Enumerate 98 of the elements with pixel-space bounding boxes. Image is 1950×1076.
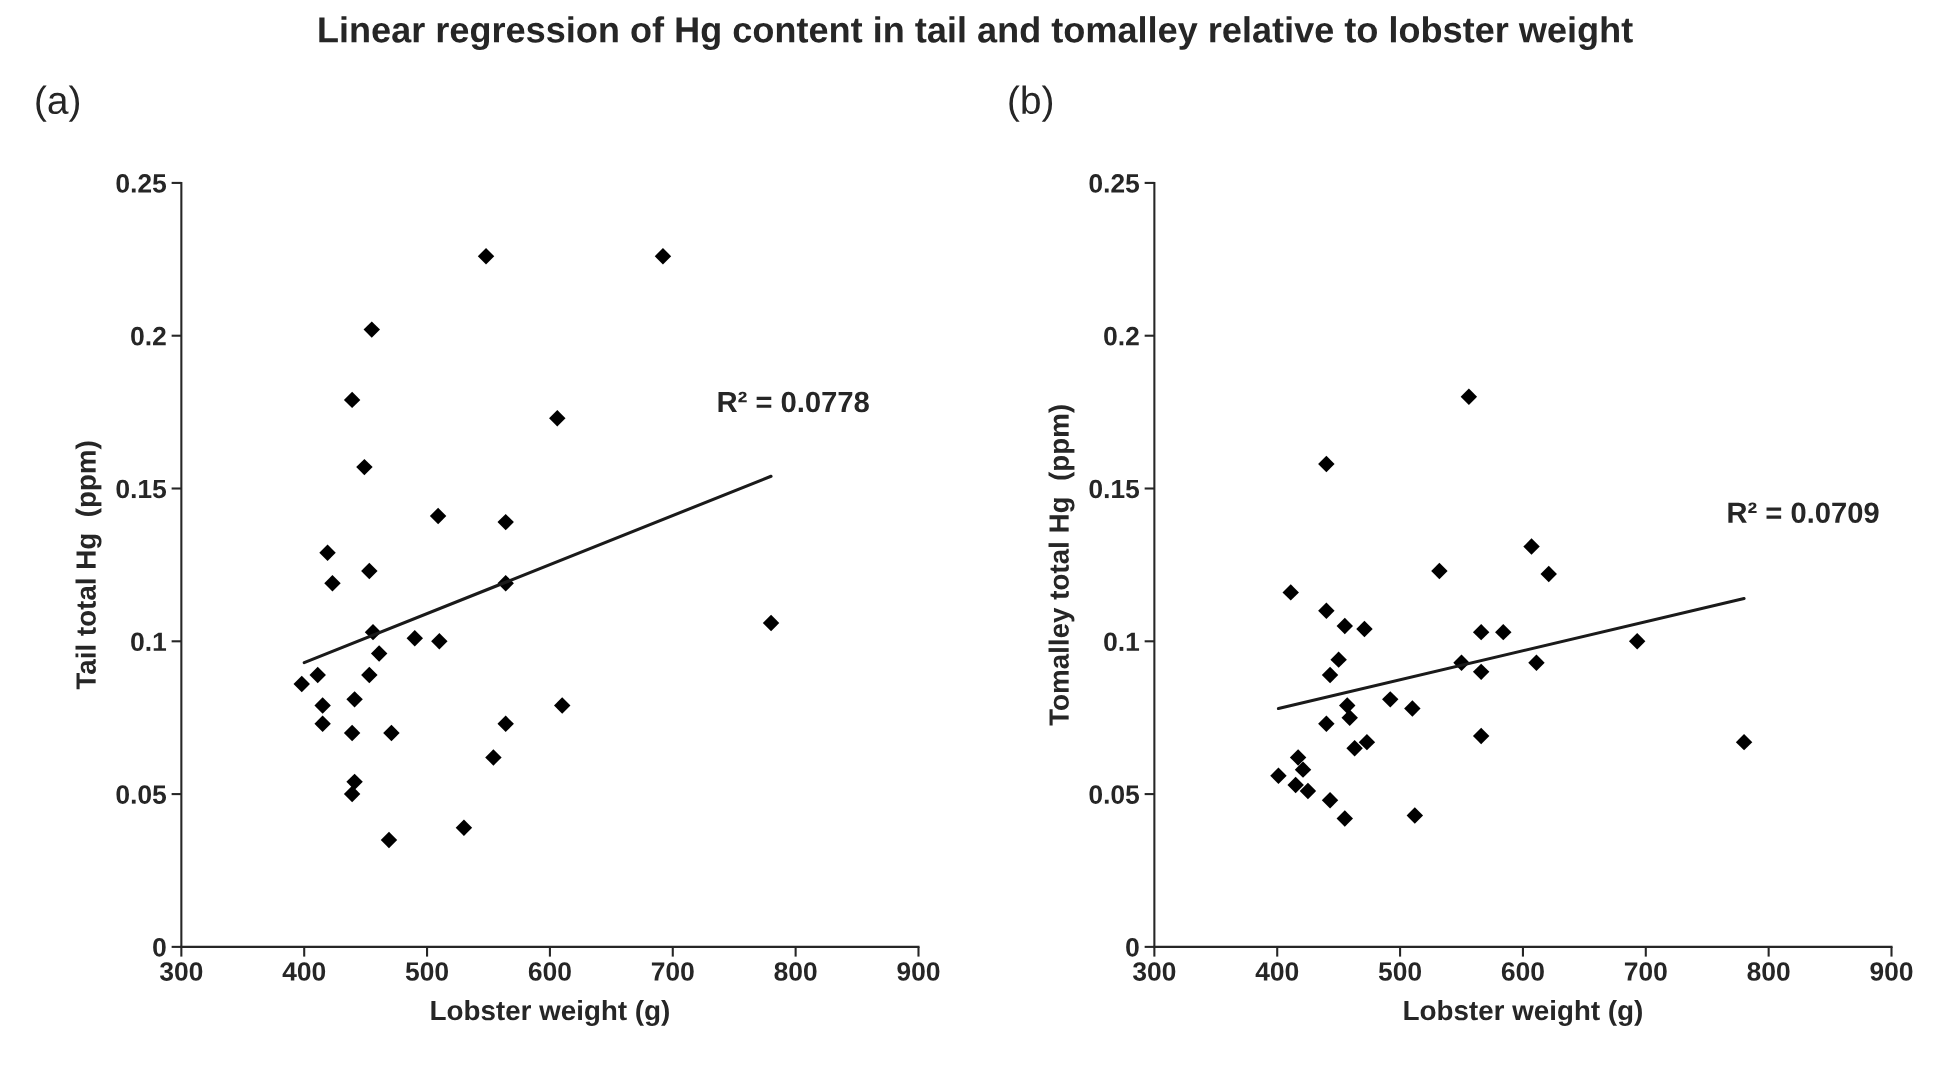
annotation: R² = 0.0709 — [1728, 502, 1879, 524]
point — [1336, 617, 1354, 635]
point — [293, 675, 310, 693]
point — [1330, 651, 1347, 668]
y-tick-label: 0.15 — [1089, 479, 1140, 499]
point — [343, 391, 361, 409]
point — [1287, 776, 1304, 794]
point — [485, 749, 502, 766]
x-tick-label: 300 — [1132, 962, 1176, 981]
point — [406, 630, 423, 647]
point — [383, 724, 400, 742]
point — [1472, 727, 1490, 745]
x-tick-label: 700 — [1624, 962, 1667, 981]
point — [356, 458, 373, 476]
point — [1341, 709, 1358, 726]
point — [346, 773, 363, 791]
point — [1321, 791, 1339, 809]
point — [361, 666, 378, 684]
point — [654, 248, 672, 265]
point — [497, 513, 514, 531]
point — [361, 562, 378, 580]
point — [1346, 740, 1363, 757]
point — [314, 715, 331, 733]
y-tick-label: 0.1 — [1104, 632, 1140, 652]
point — [346, 691, 363, 708]
x-tick-label: 400 — [282, 962, 326, 981]
point — [380, 831, 398, 849]
y-tick-label: 0.25 — [116, 174, 167, 193]
y-tick-label: 0.05 — [1089, 785, 1140, 804]
point — [363, 321, 380, 338]
point — [497, 715, 514, 733]
point — [1318, 602, 1335, 619]
point — [319, 544, 336, 561]
point — [1282, 584, 1299, 601]
point — [309, 666, 326, 684]
point — [1321, 666, 1339, 684]
chart-subtitle: (b) — [1009, 85, 1053, 122]
y-tick-label: 0.1 — [131, 632, 167, 652]
x-tick-label: 400 — [1255, 962, 1299, 981]
x-tick-label: 900 — [1870, 962, 1913, 981]
x-tick-label: 500 — [1378, 962, 1422, 981]
y-tick-label: 0.2 — [1104, 326, 1139, 346]
point — [1336, 810, 1354, 827]
y-tick-label: 0.05 — [116, 785, 167, 804]
point — [1299, 782, 1317, 800]
point — [455, 819, 473, 836]
point — [324, 575, 341, 592]
point — [1406, 807, 1424, 824]
point — [1528, 654, 1545, 671]
point — [1628, 633, 1646, 650]
point — [1735, 733, 1753, 751]
y-axis-title: Tail total Hg (ppm) — [75, 441, 102, 690]
x-axis-title: Lobster weight (g) — [1404, 999, 1642, 1026]
point — [1294, 761, 1312, 778]
point — [431, 633, 448, 650]
point — [1431, 562, 1448, 580]
x-tick-label: 800 — [774, 962, 817, 981]
point — [1472, 663, 1490, 681]
point — [762, 614, 780, 632]
point — [343, 724, 361, 742]
point — [1358, 733, 1376, 751]
x-tick-label: 700 — [651, 962, 694, 981]
point — [343, 785, 361, 803]
x-tick-label: 600 — [528, 962, 571, 981]
y-tick-label: 0 — [153, 938, 166, 957]
chart-title: Linear regression of Hg content in tail and tomalley relative to lobster weight — [319, 16, 1633, 50]
point — [1540, 565, 1557, 583]
point — [1356, 620, 1373, 638]
point — [1495, 623, 1512, 641]
y-axis-title: Tomalley total Hg (ppm) — [1048, 405, 1075, 726]
point — [429, 507, 447, 525]
point — [1523, 538, 1540, 555]
point — [1270, 767, 1287, 784]
x-tick-label: 800 — [1747, 962, 1790, 981]
point — [1289, 749, 1307, 766]
y-tick-label: 0.15 — [116, 479, 167, 499]
point — [314, 697, 331, 714]
point — [1382, 691, 1399, 708]
annotation: R² = 0.0778 — [718, 391, 869, 413]
point — [553, 697, 571, 714]
x-tick-label: 600 — [1501, 962, 1544, 981]
x-axis-title: Lobster weight (g) — [431, 999, 669, 1026]
point — [549, 410, 566, 427]
x-tick-label: 500 — [405, 962, 448, 981]
point — [1318, 715, 1335, 733]
point — [370, 645, 388, 662]
y-tick-label: 0 — [1126, 938, 1139, 957]
point — [1404, 700, 1421, 717]
x-tick-label: 300 — [159, 962, 203, 981]
point — [477, 248, 495, 265]
point — [1472, 623, 1490, 641]
y-tick-label: 0.2 — [131, 326, 166, 346]
chart-subtitle: (a) — [36, 85, 80, 122]
point — [1339, 697, 1356, 714]
y-tick-label: 0.25 — [1089, 174, 1140, 193]
x-tick-label: 900 — [897, 962, 940, 981]
point — [1460, 388, 1478, 406]
point — [1318, 455, 1335, 473]
